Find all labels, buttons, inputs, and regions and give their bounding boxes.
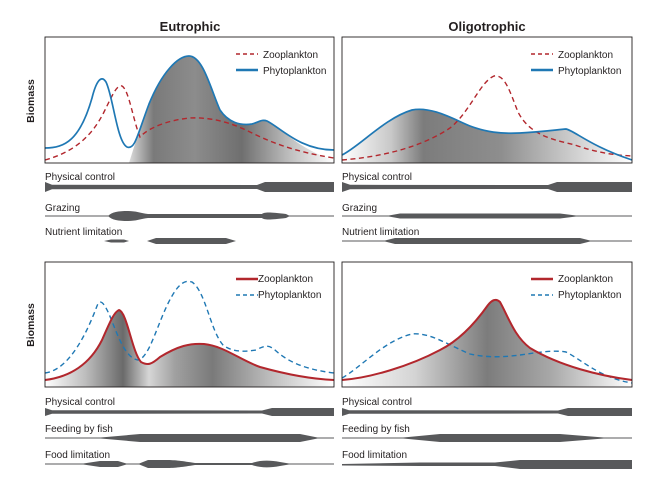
control-label-nutrient-limitation: Nutrient limitation	[45, 227, 122, 238]
zooplankton-curve	[341, 298, 633, 381]
controls-top-eutrophic: Physical control Grazing Nutrient limita…	[45, 172, 334, 244]
control-label-food-limitation: Food limitation	[342, 450, 407, 461]
control-label-physical-control: Physical control	[45, 397, 115, 408]
control-bar-physical-control	[342, 408, 632, 416]
control-label-nutrient-limitation: Nutrient limitation	[342, 227, 419, 238]
control-label-food-limitation: Food limitation	[45, 450, 110, 461]
panel-bottom-oligotrophic: Zooplankton Phytoplankton	[341, 261, 633, 388]
control-label-feeding-by-fish: Feeding by fish	[342, 424, 410, 435]
zooplankton-curve	[341, 75, 633, 161]
control-label-physical-control: Physical control	[45, 172, 115, 183]
control-bar-nutrient-limitation	[383, 238, 592, 244]
controls-bottom-eutrophic: Physical control Feeding by fish Food li…	[45, 397, 334, 468]
y-axis-label-bottom: Biomass	[25, 303, 37, 347]
control-label-physical-control: Physical control	[342, 172, 412, 183]
phytoplankton-curve	[44, 280, 335, 374]
control-bar-grazing	[108, 211, 290, 221]
plot-frame	[44, 261, 335, 388]
phytoplankton-curve	[341, 333, 633, 384]
control-bar-physical-control	[45, 408, 334, 416]
legend-label-phytoplankton: Phytoplankton	[263, 66, 326, 77]
legend-label-zooplankton: Zooplankton	[558, 50, 613, 61]
controls-bottom-oligotrophic: Physical control Feeding by fish Food li…	[342, 397, 632, 469]
panel-top-oligotrophic: Zooplankton Phytoplankton	[341, 36, 633, 164]
plot-frame	[341, 36, 633, 164]
control-bar-nutrient-limitation-2	[147, 238, 236, 244]
control-bar-feeding-by-fish	[398, 434, 610, 442]
legend-label-zooplankton: Zooplankton	[258, 274, 313, 285]
legend-label-phytoplankton: Phytoplankton	[258, 290, 321, 301]
control-label-grazing: Grazing	[45, 203, 80, 214]
shaded-area	[129, 56, 334, 163]
column-title-oligotrophic: Oligotrophic	[448, 19, 525, 34]
shaded-area	[342, 299, 632, 387]
control-bar-grazing	[386, 213, 580, 219]
phytoplankton-curve	[341, 108, 633, 161]
y-axis-label-top: Biomass	[25, 79, 37, 123]
control-bar-nutrient-limitation-1	[104, 239, 129, 243]
control-bar-physical-control	[45, 182, 334, 192]
shaded-area	[342, 109, 632, 163]
panel-bottom-eutrophic: Zooplankton Phytoplankton	[44, 261, 335, 388]
controls-top-oligotrophic: Physical control Grazing Nutrient limita…	[342, 172, 632, 244]
legend-label-phytoplankton: Phytoplankton	[558, 290, 621, 301]
legend-label-zooplankton: Zooplankton	[558, 274, 613, 285]
control-label-physical-control: Physical control	[342, 397, 412, 408]
zooplankton-curve	[44, 308, 335, 381]
plot-frame	[341, 261, 633, 388]
control-bar-physical-control	[342, 182, 632, 192]
zooplankton-curve	[44, 85, 335, 161]
plot-frame	[44, 36, 335, 164]
legend-label-phytoplankton: Phytoplankton	[558, 66, 621, 77]
legend-label-zooplankton: Zooplankton	[263, 50, 318, 61]
phytoplankton-curve	[44, 55, 335, 151]
control-bar-food-limitation	[342, 460, 632, 469]
control-bar-food-limitation	[80, 460, 292, 468]
panel-top-eutrophic: Zooplankton Phytoplankton	[44, 36, 335, 164]
column-title-eutrophic: Eutrophic	[160, 19, 221, 34]
control-label-feeding-by-fish: Feeding by fish	[45, 424, 113, 435]
control-bar-feeding-by-fish	[95, 434, 320, 442]
control-label-grazing: Grazing	[342, 203, 377, 214]
